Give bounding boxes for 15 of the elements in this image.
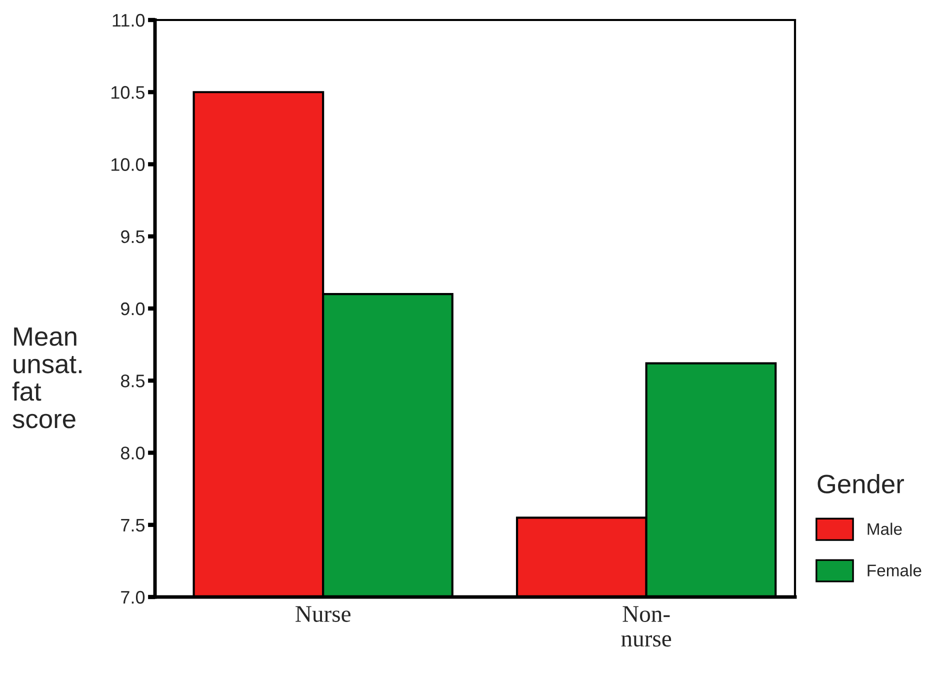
y-tick-label: 11.0	[112, 14, 145, 27]
x-tick-label: Non- nurse	[621, 606, 672, 647]
y-tick-label: 9.0	[121, 302, 145, 316]
y-tick-label: 8.5	[120, 374, 145, 388]
y-axis-title: Mean unsat. fat score	[12, 327, 82, 428]
legend-title: Gender	[818, 474, 904, 494]
x-tick-label: Nurse	[296, 606, 350, 622]
legend-label: Female	[868, 564, 922, 576]
y-tick-label: 10.5	[112, 86, 145, 99]
legend-label: Male	[868, 522, 902, 535]
y-tick-label: 8.0	[120, 446, 145, 460]
y-tick-label: 9.5	[121, 230, 145, 244]
y-tick-label: 7.0	[121, 590, 145, 604]
y-tick-label: 10.0	[112, 158, 145, 171]
y-tick-label: 7.5	[121, 518, 145, 532]
